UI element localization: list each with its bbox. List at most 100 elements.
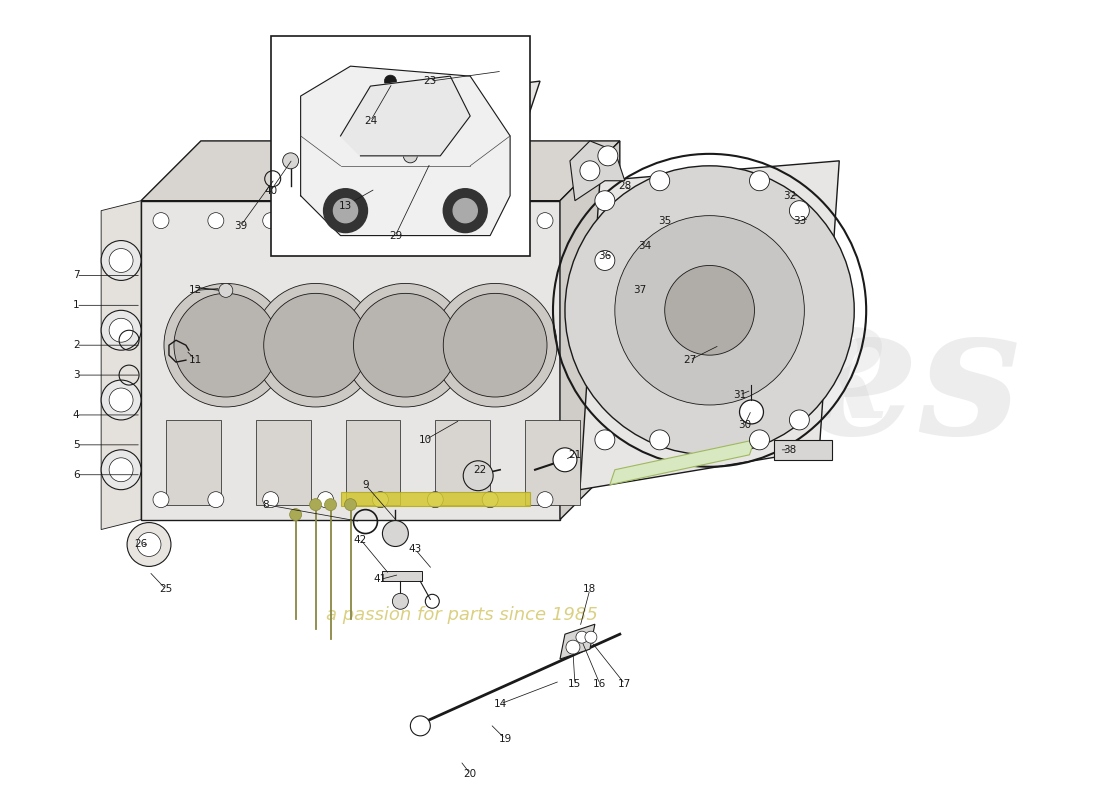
Circle shape [790, 410, 810, 430]
Circle shape [138, 533, 161, 557]
Text: 19: 19 [498, 734, 512, 744]
Text: 37: 37 [634, 286, 647, 295]
Circle shape [650, 430, 670, 450]
Text: 30: 30 [738, 420, 751, 430]
Polygon shape [560, 141, 619, 519]
Circle shape [595, 190, 615, 210]
Circle shape [790, 201, 810, 221]
Circle shape [537, 492, 553, 508]
Circle shape [164, 283, 288, 407]
Text: 13: 13 [339, 201, 352, 210]
Circle shape [384, 75, 396, 87]
Bar [271, 36, 530, 255]
Circle shape [615, 216, 804, 405]
Circle shape [383, 521, 408, 546]
Text: 14: 14 [494, 699, 507, 709]
Circle shape [410, 716, 430, 736]
Circle shape [566, 640, 580, 654]
Text: 41: 41 [374, 574, 387, 584]
Circle shape [404, 149, 417, 163]
Circle shape [323, 189, 367, 233]
Circle shape [128, 522, 170, 566]
Circle shape [565, 166, 855, 455]
Circle shape [585, 631, 597, 643]
Text: 17: 17 [618, 679, 631, 689]
Circle shape [595, 430, 615, 450]
Circle shape [208, 492, 223, 508]
Bar [166, 420, 221, 505]
Bar [383, 571, 422, 582]
Text: 27: 27 [683, 355, 696, 365]
Text: 20: 20 [463, 769, 476, 778]
Text: 15: 15 [569, 679, 582, 689]
Text: 40: 40 [264, 186, 277, 196]
Circle shape [208, 213, 223, 229]
Circle shape [219, 283, 233, 298]
Circle shape [408, 101, 452, 145]
Circle shape [101, 241, 141, 281]
Text: 43: 43 [409, 545, 422, 554]
Circle shape [324, 498, 337, 510]
Text: 21: 21 [569, 450, 582, 460]
Text: 1: 1 [73, 300, 79, 310]
Text: 6: 6 [73, 470, 79, 480]
Polygon shape [361, 81, 540, 163]
Circle shape [264, 294, 367, 397]
Text: es: es [804, 296, 1021, 472]
Text: 38: 38 [783, 445, 796, 455]
Circle shape [109, 388, 133, 412]
Text: 9: 9 [362, 480, 369, 490]
Text: 33: 33 [793, 216, 806, 226]
Circle shape [664, 266, 755, 355]
Bar [774, 440, 833, 460]
Circle shape [153, 213, 169, 229]
Circle shape [393, 594, 408, 610]
Circle shape [153, 492, 169, 508]
Circle shape [353, 294, 458, 397]
Text: 11: 11 [189, 355, 202, 365]
Circle shape [309, 498, 321, 510]
Circle shape [263, 213, 278, 229]
Circle shape [254, 283, 377, 407]
Circle shape [482, 492, 498, 508]
Circle shape [318, 213, 333, 229]
Text: 42: 42 [354, 534, 367, 545]
Circle shape [318, 492, 333, 508]
Bar [255, 420, 310, 505]
Bar [345, 420, 400, 505]
Circle shape [174, 294, 277, 397]
Circle shape [463, 461, 493, 490]
Bar [525, 420, 580, 505]
Text: 28: 28 [618, 181, 631, 190]
Circle shape [739, 400, 763, 424]
Circle shape [109, 458, 133, 482]
Circle shape [598, 146, 618, 166]
Circle shape [289, 509, 301, 521]
Circle shape [373, 213, 388, 229]
Circle shape [576, 631, 587, 643]
Circle shape [333, 198, 358, 222]
Text: 23: 23 [424, 76, 437, 86]
Polygon shape [560, 624, 595, 659]
Text: ELR: ELR [604, 323, 891, 445]
Circle shape [101, 310, 141, 350]
Circle shape [418, 111, 442, 135]
Circle shape [580, 161, 600, 181]
Bar [436, 420, 491, 505]
Polygon shape [341, 492, 530, 506]
Text: 16: 16 [593, 679, 606, 689]
Text: 25: 25 [160, 584, 173, 594]
Polygon shape [580, 161, 839, 490]
Circle shape [101, 380, 141, 420]
Circle shape [749, 170, 769, 190]
Circle shape [553, 448, 576, 472]
Circle shape [343, 283, 468, 407]
Polygon shape [141, 201, 560, 519]
Circle shape [443, 294, 547, 397]
Circle shape [263, 492, 278, 508]
Text: 4: 4 [73, 410, 79, 420]
Text: 39: 39 [234, 221, 248, 230]
Text: 29: 29 [388, 230, 401, 241]
Circle shape [482, 213, 498, 229]
Text: a passion for parts since 1985: a passion for parts since 1985 [327, 606, 598, 624]
